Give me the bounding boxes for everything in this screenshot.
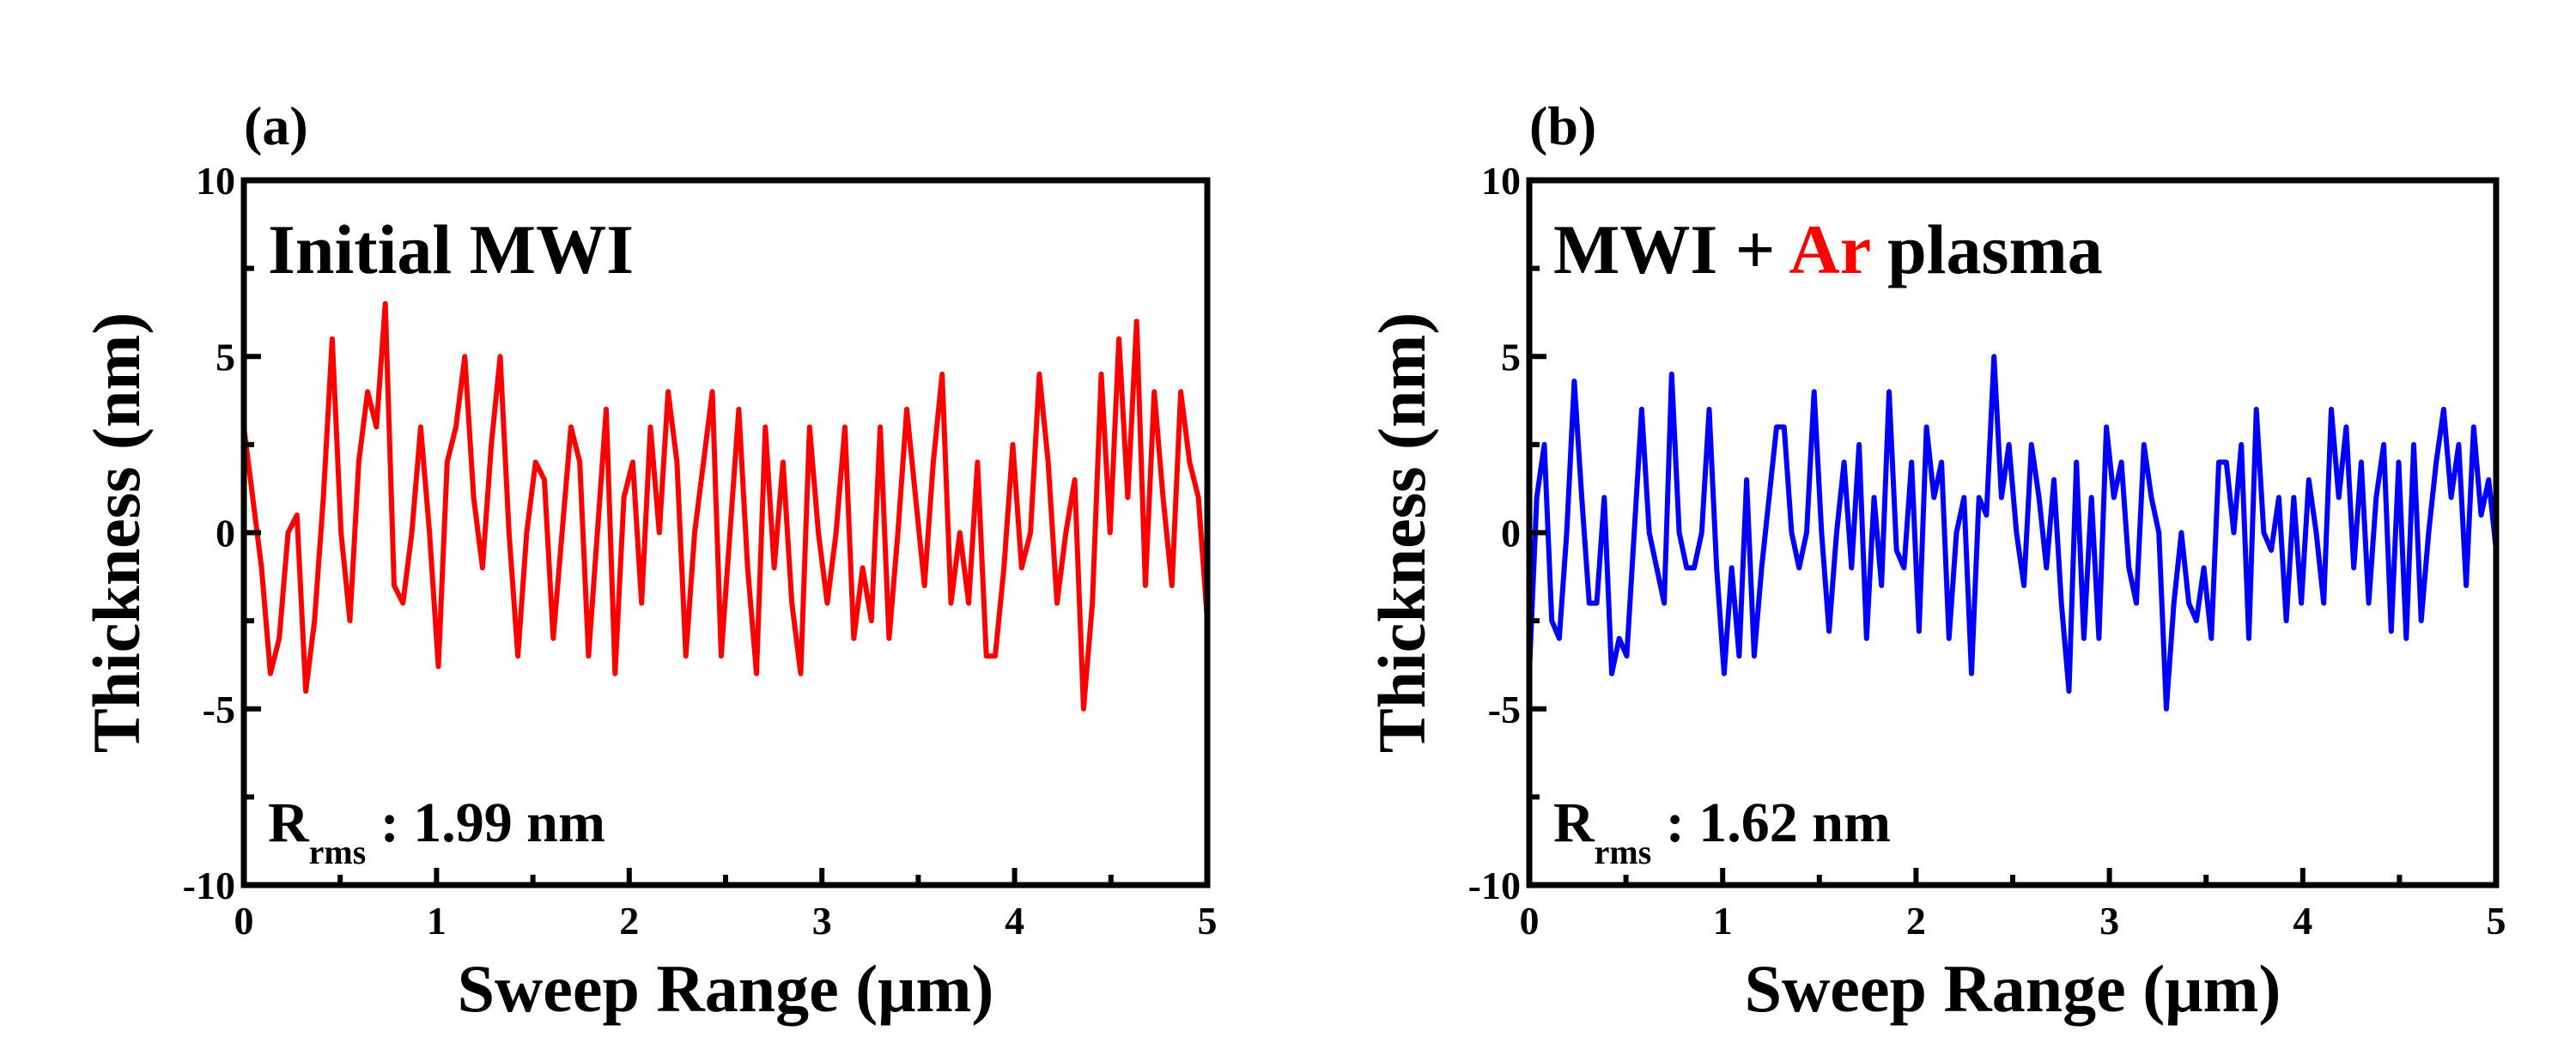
y-tick-label: -5 — [1488, 688, 1521, 731]
chart-panel-a: 0 1 2 3 4 5 -10 -5 0 5 10 Sweep Range (μm) Thickness… — [79, 95, 1218, 1026]
chart-title-part: Ar — [1789, 210, 1870, 288]
rms-subscript: rms — [1595, 833, 1652, 871]
x-tick-label: 5 — [2487, 899, 2506, 943]
x-tick-label: 5 — [1198, 899, 1218, 943]
rms-symbol: R — [1553, 791, 1595, 854]
x-tick-label: 0 — [1520, 899, 1540, 943]
y-axis-label: Thickness (nm) — [1364, 312, 1439, 754]
x-tick-label: 1 — [1713, 899, 1733, 943]
chart-title: Initial MWI — [268, 210, 634, 288]
y-tick-label: -5 — [203, 688, 235, 731]
data-series-line — [1527, 354, 2499, 712]
y-tick-label: 5 — [216, 335, 235, 379]
chart-title: MWI + Ar plasma — [1553, 210, 2103, 288]
y-tick-label: 10 — [1481, 159, 1521, 203]
rms-symbol: R — [268, 791, 310, 854]
chart-title-part: Initial MWI — [268, 210, 634, 288]
y-axis-label: Thickness (nm) — [79, 312, 154, 754]
y-tick-label: -10 — [183, 864, 235, 907]
chart-panel-b: 0 1 2 3 4 5 -10 -5 0 5 10 Sweep Range (μm) Thickness… — [1364, 95, 2506, 1026]
rms-annotation: Rrms : 1.62 nm — [1553, 791, 1891, 871]
x-tick-label: 4 — [1005, 899, 1024, 943]
y-tick-label: 0 — [1501, 512, 1521, 555]
data-series-line — [241, 300, 1210, 712]
x-tick-label: 3 — [2099, 899, 2119, 943]
chart-title-part: plasma — [1870, 210, 2103, 288]
x-axis-label: Sweep Range (μm) — [1745, 951, 2281, 1026]
x-tick-label: 3 — [812, 899, 832, 943]
rms-value: : 1.99 nm — [366, 791, 605, 854]
x-axis-label: Sweep Range (μm) — [458, 951, 994, 1026]
y-tick-label: 10 — [196, 159, 235, 203]
y-tick-label: 0 — [216, 512, 235, 555]
x-tick-label: 2 — [619, 899, 639, 943]
y-tick-label: -10 — [1468, 864, 1521, 907]
rms-annotation: Rrms : 1.99 nm — [268, 791, 605, 871]
x-tick-label: 1 — [427, 899, 447, 943]
panel-label: (a) — [244, 95, 308, 156]
panel-label: (b) — [1529, 95, 1596, 156]
x-tick-label: 0 — [234, 899, 254, 943]
x-tick-label: 4 — [2293, 899, 2312, 943]
rms-value: : 1.62 nm — [1651, 791, 1891, 854]
chart-title-part: MWI + — [1553, 210, 1789, 288]
rms-subscript: rms — [309, 833, 367, 871]
x-tick-label: 2 — [1906, 899, 1926, 943]
y-tick-label: 5 — [1501, 335, 1521, 379]
